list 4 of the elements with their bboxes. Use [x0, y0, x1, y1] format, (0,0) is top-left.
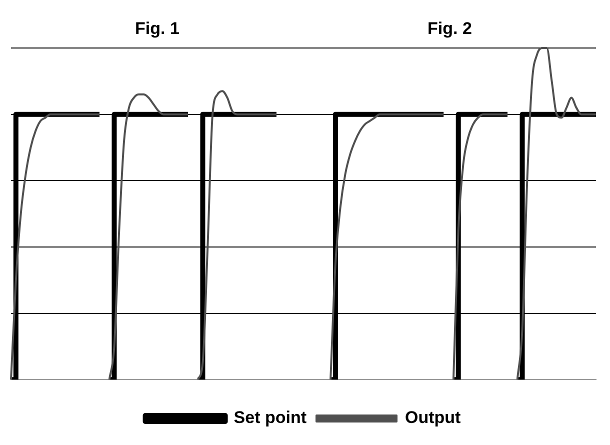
legend-label: Set point: [234, 408, 307, 428]
caption: Fig. 2: [428, 19, 472, 38]
legend-label: Output: [405, 408, 462, 428]
caption: Fig. 1: [135, 19, 180, 38]
